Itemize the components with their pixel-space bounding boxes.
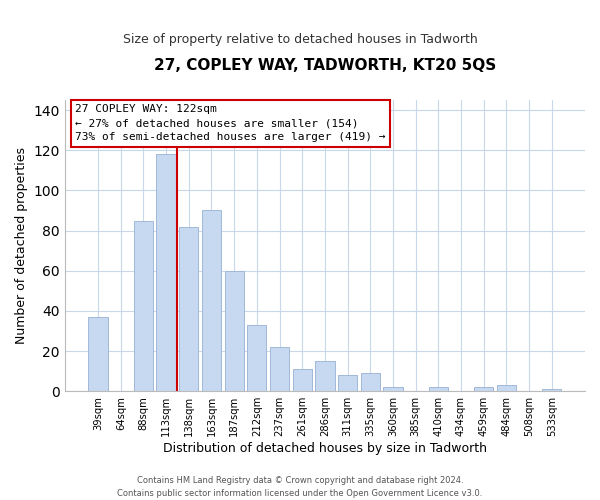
Bar	[134, 220, 153, 391]
Text: Size of property relative to detached houses in Tadworth: Size of property relative to detached ho…	[122, 32, 478, 46]
Bar	[383, 387, 403, 391]
Bar	[224, 270, 244, 391]
Bar	[542, 389, 562, 391]
Bar	[361, 373, 380, 391]
Title: 27, COPLEY WAY, TADWORTH, KT20 5QS: 27, COPLEY WAY, TADWORTH, KT20 5QS	[154, 58, 496, 72]
Bar	[474, 387, 493, 391]
Bar	[157, 154, 176, 391]
Y-axis label: Number of detached properties: Number of detached properties	[15, 147, 28, 344]
Text: Contains HM Land Registry data © Crown copyright and database right 2024.
Contai: Contains HM Land Registry data © Crown c…	[118, 476, 482, 498]
Bar	[315, 361, 335, 391]
Bar	[88, 317, 108, 391]
Bar	[293, 369, 312, 391]
Bar	[270, 347, 289, 391]
Text: 27 COPLEY WAY: 122sqm
← 27% of detached houses are smaller (154)
73% of semi-det: 27 COPLEY WAY: 122sqm ← 27% of detached …	[75, 104, 386, 142]
Bar	[179, 226, 199, 391]
Bar	[247, 325, 266, 391]
X-axis label: Distribution of detached houses by size in Tadworth: Distribution of detached houses by size …	[163, 442, 487, 455]
Bar	[428, 387, 448, 391]
Bar	[338, 375, 357, 391]
Bar	[497, 385, 516, 391]
Bar	[202, 210, 221, 391]
